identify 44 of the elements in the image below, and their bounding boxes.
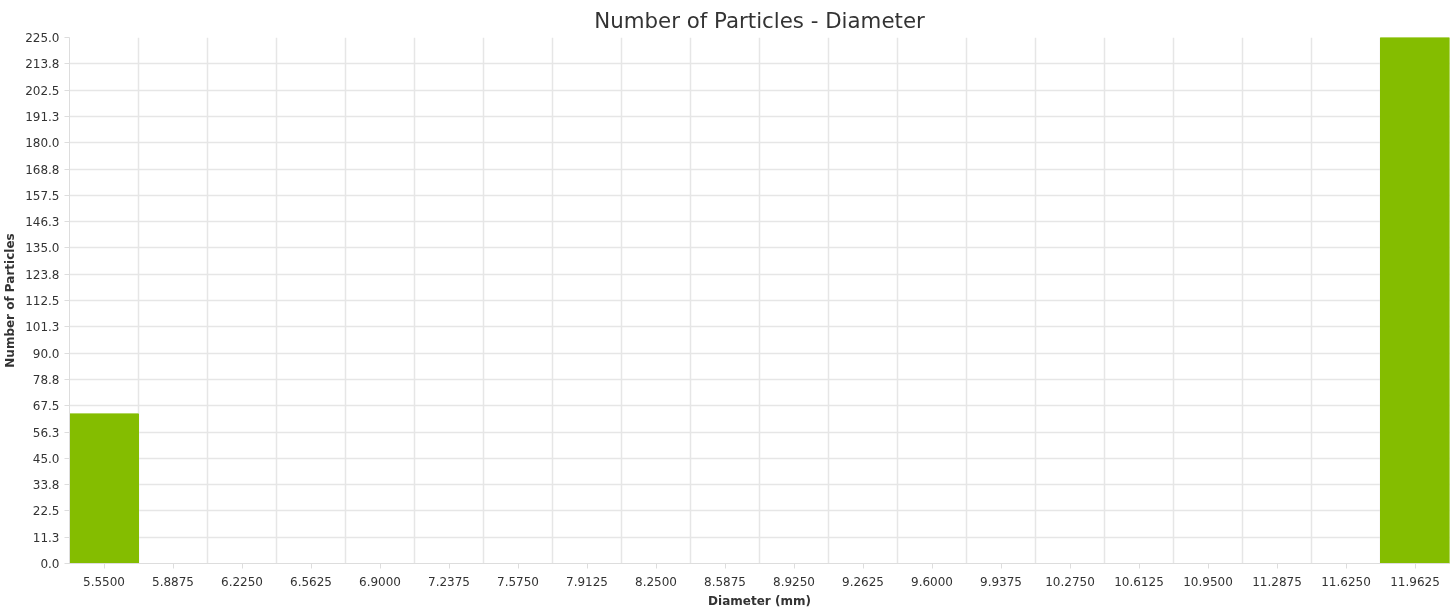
x-tick-label: 11.9625	[1390, 574, 1440, 589]
y-tick-label: 90.0	[32, 346, 60, 361]
x-tick-label: 10.2750	[1045, 574, 1095, 589]
x-tick-label: 5.8875	[152, 574, 195, 589]
y-tick-label: 45.0	[32, 451, 60, 466]
x-tick-label: 5.5500	[83, 574, 126, 589]
y-tick-label: 78.8	[32, 372, 60, 387]
x-tick-label: 11.2875	[1252, 574, 1302, 589]
x-tick-label: 6.9000	[359, 574, 402, 589]
y-tick-label: 180.0	[25, 136, 60, 151]
y-tick-label: 202.5	[25, 83, 60, 98]
x-tick-label: 6.5625	[290, 574, 333, 589]
x-tick-label: 7.9125	[566, 574, 609, 589]
x-tick-label: 9.9375	[980, 574, 1023, 589]
y-tick-label: 11.3	[32, 530, 60, 545]
y-tick-label: 135.0	[25, 241, 60, 256]
x-tick-label: 7.2375	[428, 574, 471, 589]
x-tick-label: 10.9500	[1183, 574, 1233, 589]
x-tick-label: 11.6250	[1321, 574, 1371, 589]
y-tick-label: 33.8	[32, 478, 60, 493]
x-tick-label: 8.9250	[773, 574, 816, 589]
y-tick-label: 191.3	[25, 109, 60, 124]
x-tick-label: 10.6125	[1114, 574, 1164, 589]
x-axis-title: Diameter (mm)	[708, 593, 811, 608]
y-tick-label: 168.8	[25, 162, 60, 177]
x-tick-label: 9.6000	[911, 574, 954, 589]
y-tick-label: 112.5	[25, 294, 60, 308]
y-tick-label: 0.0	[40, 557, 60, 571]
x-tick-label: 9.2625	[842, 574, 885, 589]
y-tick-label: 157.5	[25, 188, 60, 203]
y-tick-label: 225.0	[25, 31, 60, 45]
y-tick-label: 101.3	[25, 320, 60, 335]
y-tick-label: 56.3	[32, 425, 60, 440]
x-tick-label: 8.2500	[635, 574, 678, 589]
y-tick-label: 67.5	[32, 399, 60, 414]
x-tick-label: 7.5750	[497, 574, 540, 589]
y-tick-label: 123.8	[25, 267, 60, 282]
chart-title: Number of Particles - Diameter	[594, 7, 925, 33]
y-axis-title: Number of Particles	[3, 233, 18, 368]
x-tick-label: 6.2250	[221, 574, 264, 589]
y-tick-label: 213.8	[25, 57, 60, 72]
x-tick-label: 8.5875	[704, 574, 747, 589]
y-tick-label: 22.5	[32, 504, 60, 519]
y-tick-label: 146.3	[25, 215, 60, 230]
